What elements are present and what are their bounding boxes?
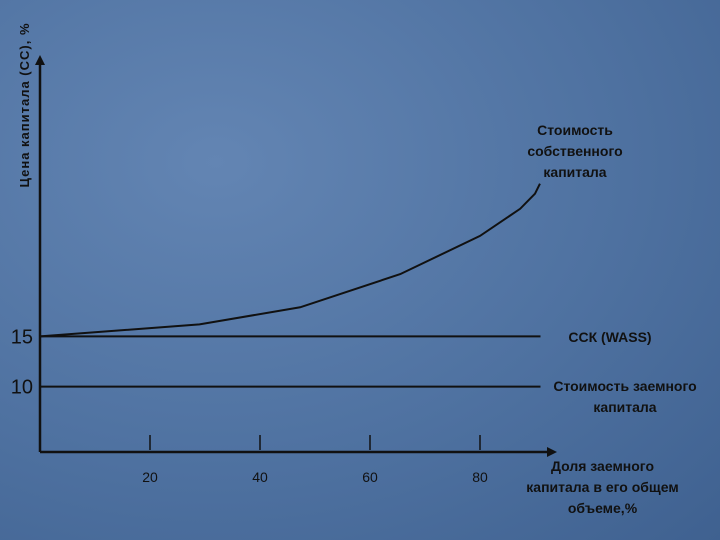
legend-label: Стоимость заемного капитала bbox=[553, 378, 697, 415]
x-tick-label: 40 bbox=[252, 469, 268, 485]
y-tick-label: 15 bbox=[11, 326, 33, 348]
x-axis-label: Доля заемного капитала в его общем объем… bbox=[526, 458, 679, 516]
y-axis-label: Цена капитала (СС), % bbox=[17, 22, 32, 188]
x-tick-label: 20 bbox=[142, 469, 158, 485]
x-tick-label: 60 bbox=[362, 469, 378, 485]
legend-label: ССК (WASS) bbox=[568, 329, 652, 345]
y-axis-arrow bbox=[35, 55, 45, 65]
series-line bbox=[39, 183, 541, 338]
y-tick-label: 10 bbox=[11, 377, 33, 399]
legend-label: Стоимость собственного капитала bbox=[527, 122, 623, 180]
x-tick-label: 80 bbox=[472, 469, 488, 485]
x-axis-arrow bbox=[547, 447, 557, 457]
